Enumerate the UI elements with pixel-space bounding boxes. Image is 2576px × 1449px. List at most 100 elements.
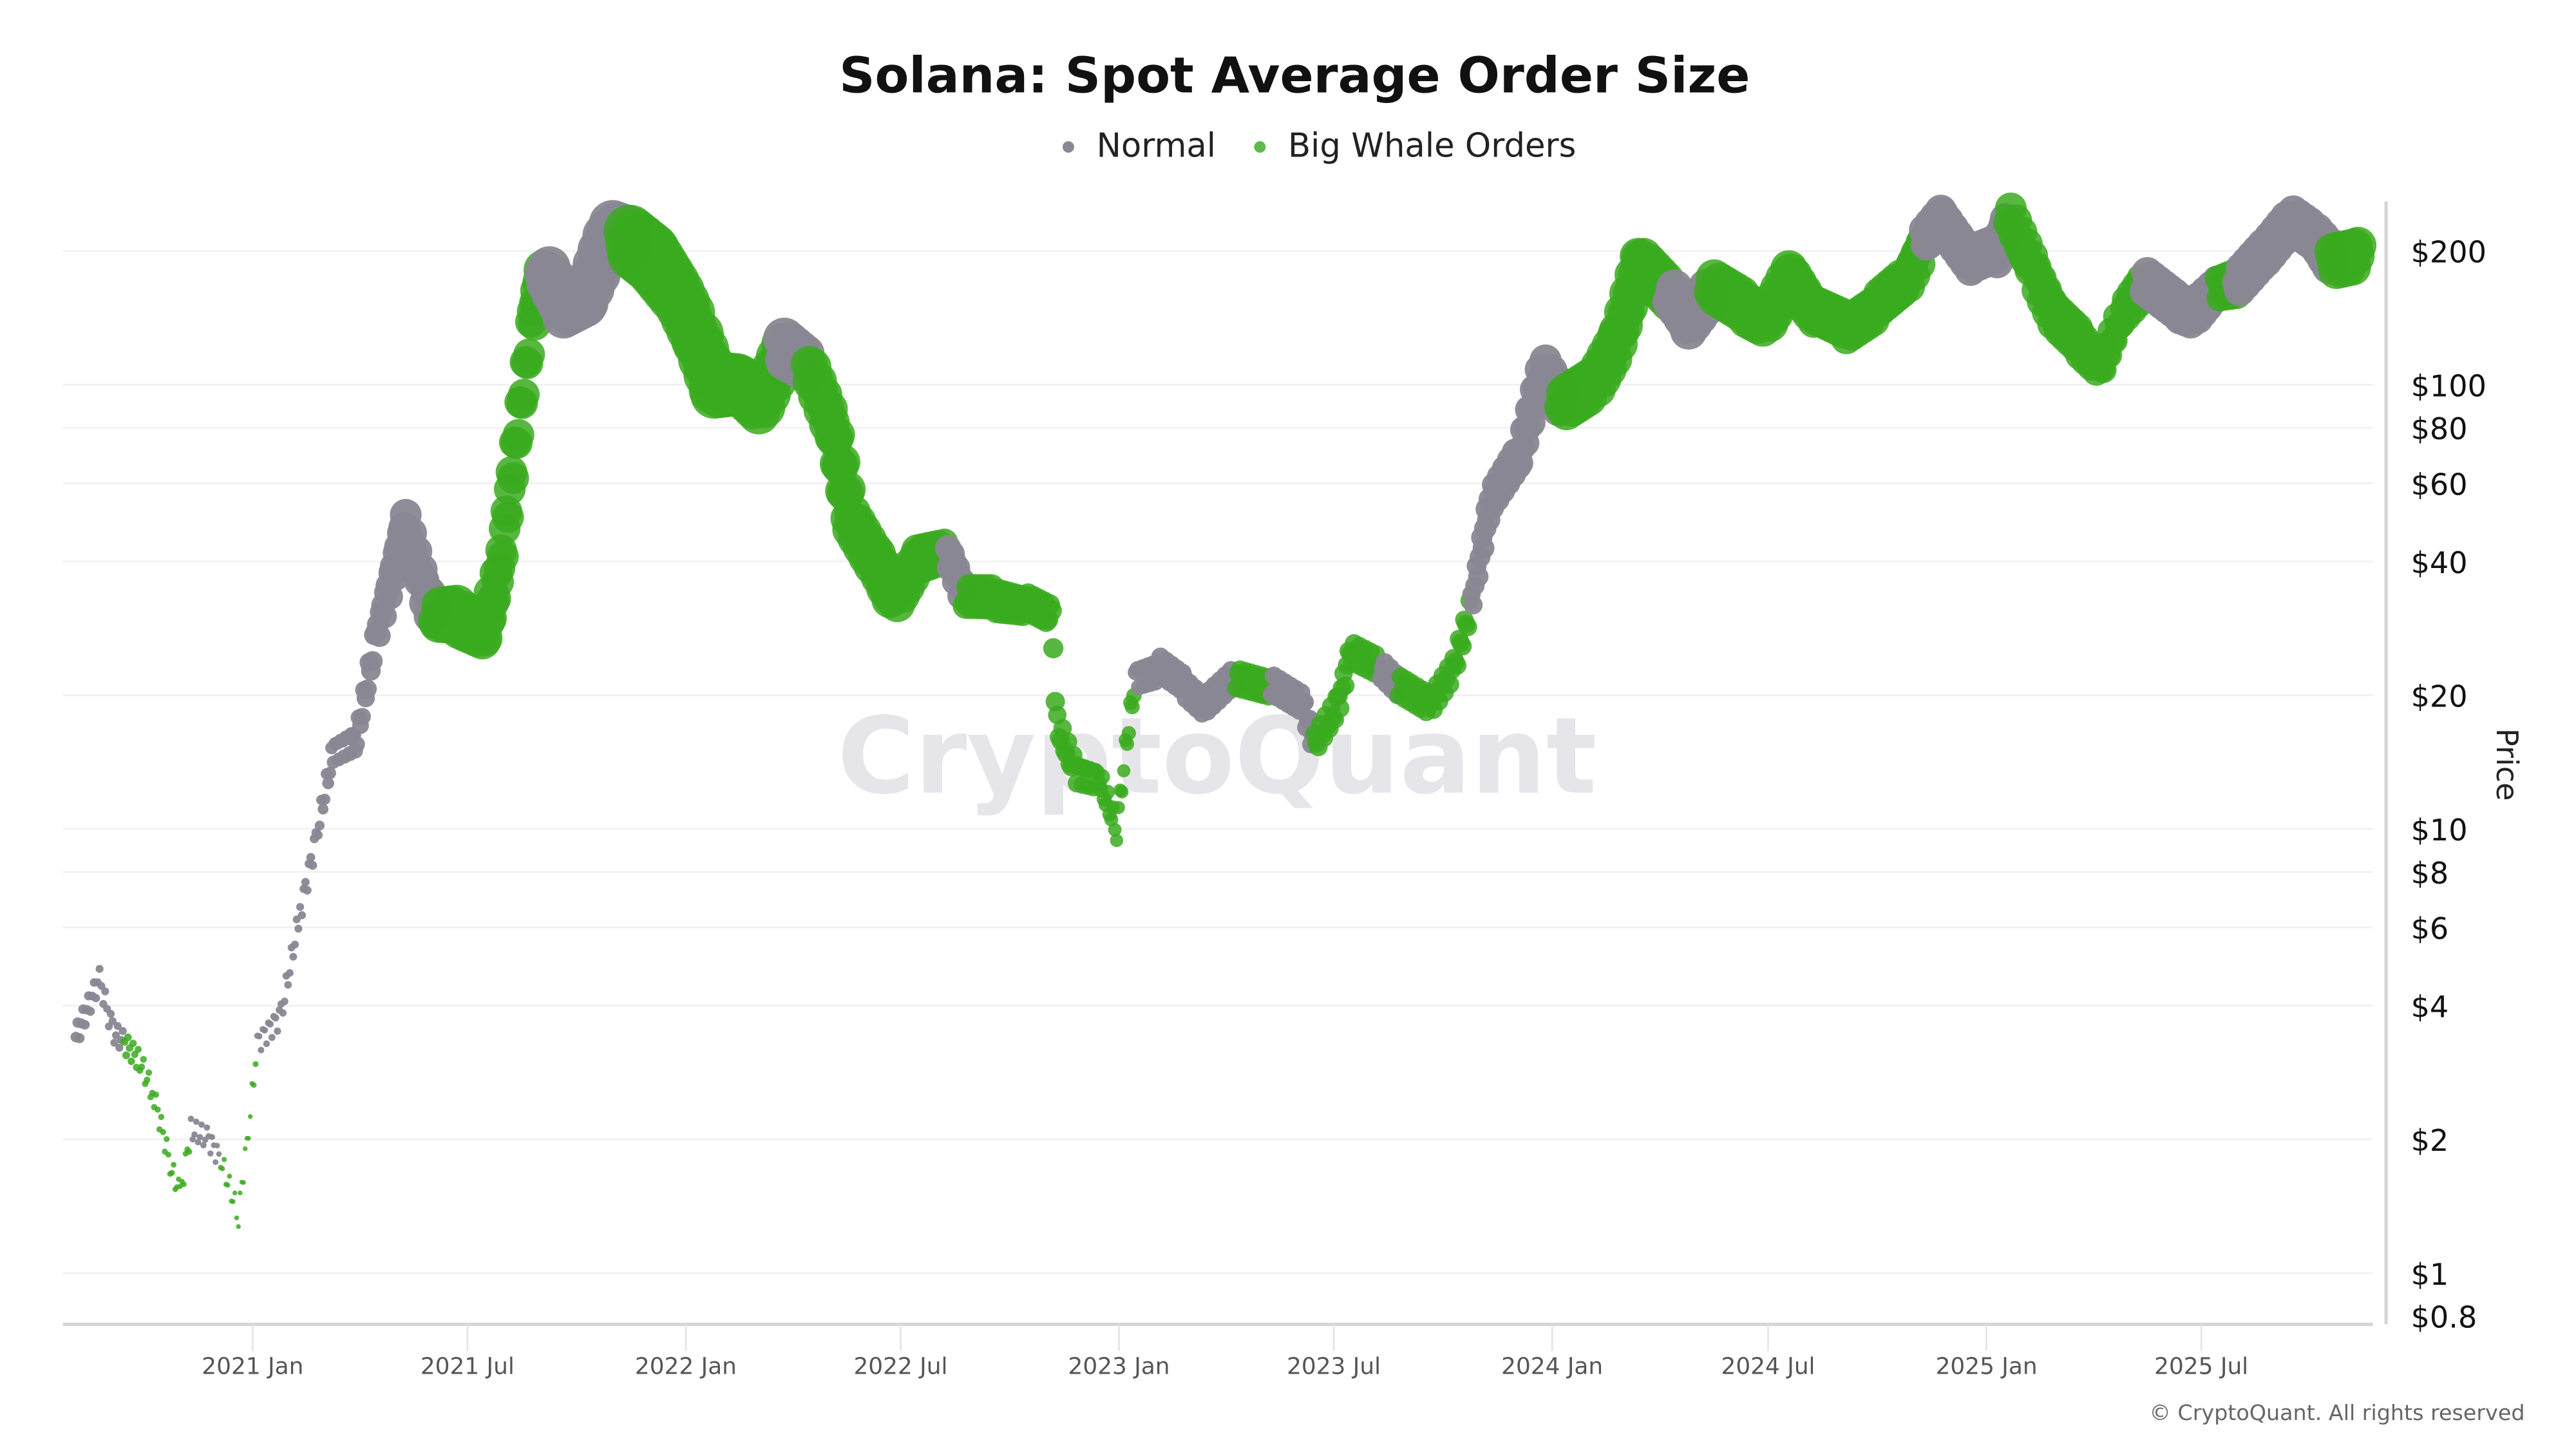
data-point-interp bbox=[372, 604, 397, 629]
data-point-interp bbox=[263, 1040, 270, 1047]
data-point-interp bbox=[281, 998, 289, 1005]
y-tick-label: $10 bbox=[2411, 813, 2468, 848]
legend-marker-normal bbox=[1063, 141, 1074, 153]
data-point-interp bbox=[209, 1133, 216, 1141]
data-point-interp bbox=[106, 1010, 115, 1018]
x-tick-label: 2022 Jul bbox=[853, 1353, 947, 1379]
data-point-interp bbox=[306, 853, 316, 862]
data-point-interp bbox=[113, 1022, 122, 1030]
data-point-interp bbox=[145, 1069, 153, 1076]
data-point-interp bbox=[497, 462, 529, 494]
x-tick-label: 2024 Jul bbox=[1721, 1353, 1815, 1379]
data-point-interp bbox=[160, 1129, 166, 1135]
data-point-interp bbox=[1121, 726, 1136, 741]
data-point-interp bbox=[1458, 618, 1477, 637]
data-point-interp bbox=[314, 820, 325, 831]
data-point-interp bbox=[232, 1190, 238, 1196]
y-axis-label: Price bbox=[2490, 728, 2524, 801]
data-point-interp bbox=[513, 338, 545, 370]
data-point-interp bbox=[246, 1136, 251, 1141]
data-point-interp bbox=[286, 969, 294, 977]
data-point-interp bbox=[1100, 784, 1115, 800]
data-point-interp bbox=[252, 1061, 259, 1067]
data-point-interp bbox=[204, 1124, 211, 1131]
data-point-interp bbox=[322, 777, 334, 790]
data-point-interp bbox=[1043, 638, 1064, 659]
data-point-interp bbox=[290, 940, 299, 949]
data-point-interp bbox=[272, 1014, 279, 1022]
data-point-interp bbox=[362, 650, 383, 672]
data-point-interp bbox=[358, 679, 377, 699]
data-point bbox=[247, 1114, 253, 1119]
data-point-interp bbox=[220, 1166, 225, 1171]
data-point-interp bbox=[216, 1151, 222, 1157]
data-point-interp bbox=[213, 1159, 219, 1166]
data-point-interp bbox=[80, 1019, 90, 1030]
legend-label-normal[interactable]: Normal bbox=[1097, 127, 1217, 166]
data-point-interp bbox=[191, 1131, 198, 1138]
data-point-interp bbox=[279, 1009, 287, 1017]
data-point bbox=[349, 736, 365, 752]
data-point-interp bbox=[200, 1142, 207, 1149]
data-point-interp bbox=[164, 1136, 170, 1142]
data-point-interp bbox=[289, 952, 298, 961]
data-point-interp bbox=[207, 1150, 214, 1157]
legend-label-whale[interactable]: Big Whale Orders bbox=[1288, 127, 1576, 166]
data-point-interp bbox=[128, 1057, 135, 1065]
data-point-interp bbox=[194, 1139, 202, 1146]
data-point-interp bbox=[368, 624, 391, 647]
data-point bbox=[1041, 600, 1062, 621]
data-point-interp bbox=[1336, 676, 1355, 696]
y-tick-label: $0.8 bbox=[2411, 1300, 2477, 1335]
watermark: CryptoQuant bbox=[837, 695, 1596, 818]
y-tick-label: $100 bbox=[2411, 368, 2486, 403]
data-point-interp bbox=[284, 981, 292, 989]
data-point-interp bbox=[196, 1133, 204, 1141]
data-point-interp bbox=[507, 379, 540, 411]
data-point-interp bbox=[138, 1063, 146, 1070]
data-point-interp bbox=[153, 1091, 159, 1098]
y-tick-label: $40 bbox=[2411, 545, 2468, 580]
data-point-interp bbox=[122, 1051, 131, 1059]
chart-title: Solana: Spot Average Order Size bbox=[839, 48, 1750, 105]
y-tick-label: $4 bbox=[2411, 990, 2449, 1025]
data-point bbox=[313, 830, 323, 840]
data-point-interp bbox=[115, 1043, 124, 1052]
data-point-interp bbox=[308, 860, 317, 870]
data-point bbox=[296, 903, 305, 911]
data-point-interp bbox=[1463, 595, 1483, 615]
data-point bbox=[169, 1170, 175, 1176]
data-point-interp bbox=[274, 1027, 281, 1035]
data-point-interp bbox=[111, 1031, 120, 1039]
data-point-interp bbox=[1120, 737, 1135, 752]
data-point-interp bbox=[502, 419, 535, 451]
data-point-interp bbox=[225, 1182, 231, 1188]
credit: © CryptoQuant. All rights reserved bbox=[2150, 1400, 2525, 1425]
data-point-interp bbox=[140, 1056, 147, 1063]
data-point-interp bbox=[1441, 675, 1459, 694]
data-point-interp bbox=[185, 1148, 193, 1155]
data-point-interp bbox=[1295, 692, 1314, 712]
data-point bbox=[1117, 764, 1131, 778]
x-tick-label: 2025 Jul bbox=[2154, 1353, 2248, 1379]
data-point-interp bbox=[118, 1027, 127, 1036]
data-point bbox=[1110, 833, 1124, 848]
data-point-interp bbox=[189, 1136, 196, 1143]
y-axis: $200 $100 $80 $60 $40 $20 $10 $8 $6 $4 $2 $1 $0.8 bbox=[2411, 235, 2486, 1335]
data-point-interp bbox=[222, 1157, 227, 1162]
data-point-interp bbox=[155, 1106, 161, 1113]
data-point-interp bbox=[91, 994, 100, 1003]
x-tick-label: 2024 Jan bbox=[1501, 1353, 1603, 1379]
data-points bbox=[70, 192, 2377, 1229]
data-point-interp bbox=[74, 1033, 85, 1043]
y-tick-label: $200 bbox=[2411, 235, 2486, 270]
data-point-interp bbox=[193, 1118, 200, 1125]
data-point-interp bbox=[354, 708, 371, 726]
data-point-interp bbox=[268, 1034, 276, 1041]
data-point-interp bbox=[171, 1162, 177, 1168]
data-point-interp bbox=[319, 793, 330, 805]
data-point-interp bbox=[238, 1190, 243, 1196]
data-point-interp bbox=[294, 924, 303, 933]
legend[interactable]: Normal Big Whale Orders bbox=[1063, 127, 1576, 166]
